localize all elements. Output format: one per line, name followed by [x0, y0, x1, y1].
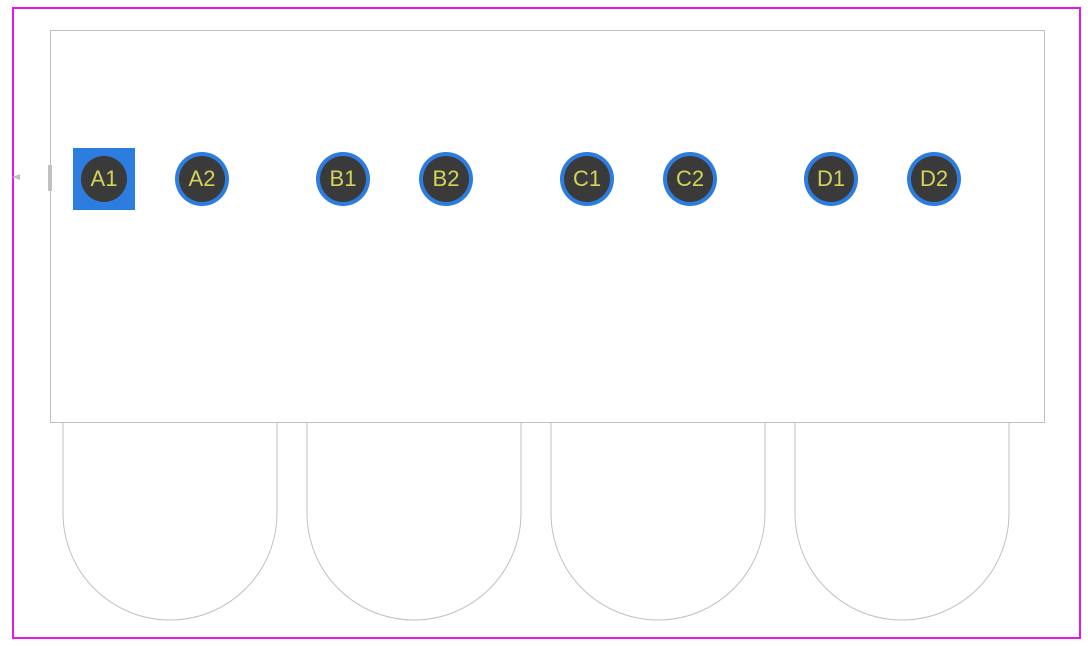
u-slot-3 [550, 423, 766, 623]
pin-d2-pad: D2 [907, 152, 961, 206]
pin-a1-label: A1 [91, 166, 118, 192]
pin-d1-hole: D1 [808, 156, 854, 202]
pin-d1-label: D1 [817, 166, 845, 192]
u-slot-4 [794, 423, 1010, 623]
pin-a2-pad: A2 [175, 152, 229, 206]
pin-b1-hole: B1 [320, 156, 366, 202]
pin-c1-label: C1 [573, 166, 601, 192]
component-body [50, 30, 1045, 423]
pin-d2-hole: D2 [911, 156, 957, 202]
u-slot-1 [62, 423, 278, 623]
pin-b2-pad: B2 [419, 152, 473, 206]
pin-a2-hole: A2 [179, 156, 225, 202]
pin-c1-pad: C1 [560, 152, 614, 206]
pin-c2-pad: C2 [663, 152, 717, 206]
pin-d1-pad: D1 [804, 152, 858, 206]
pin-a1-square: A1 [73, 148, 135, 210]
pin-d2-label: D2 [920, 166, 948, 192]
pin-c1-hole: C1 [564, 156, 610, 202]
pin-b2-label: B2 [433, 166, 460, 192]
pin-b2-hole: B2 [423, 156, 469, 202]
pin-b1-pad: B1 [316, 152, 370, 206]
u-slot-2 [306, 423, 522, 623]
pin-a1-hole: A1 [81, 156, 127, 202]
left-tick-marker [48, 165, 52, 191]
pin-a2-label: A2 [189, 166, 216, 192]
origin-marker [12, 172, 22, 182]
pin-b1-label: B1 [330, 166, 357, 192]
pin-c2-label: C2 [676, 166, 704, 192]
pin-c2-hole: C2 [667, 156, 713, 202]
